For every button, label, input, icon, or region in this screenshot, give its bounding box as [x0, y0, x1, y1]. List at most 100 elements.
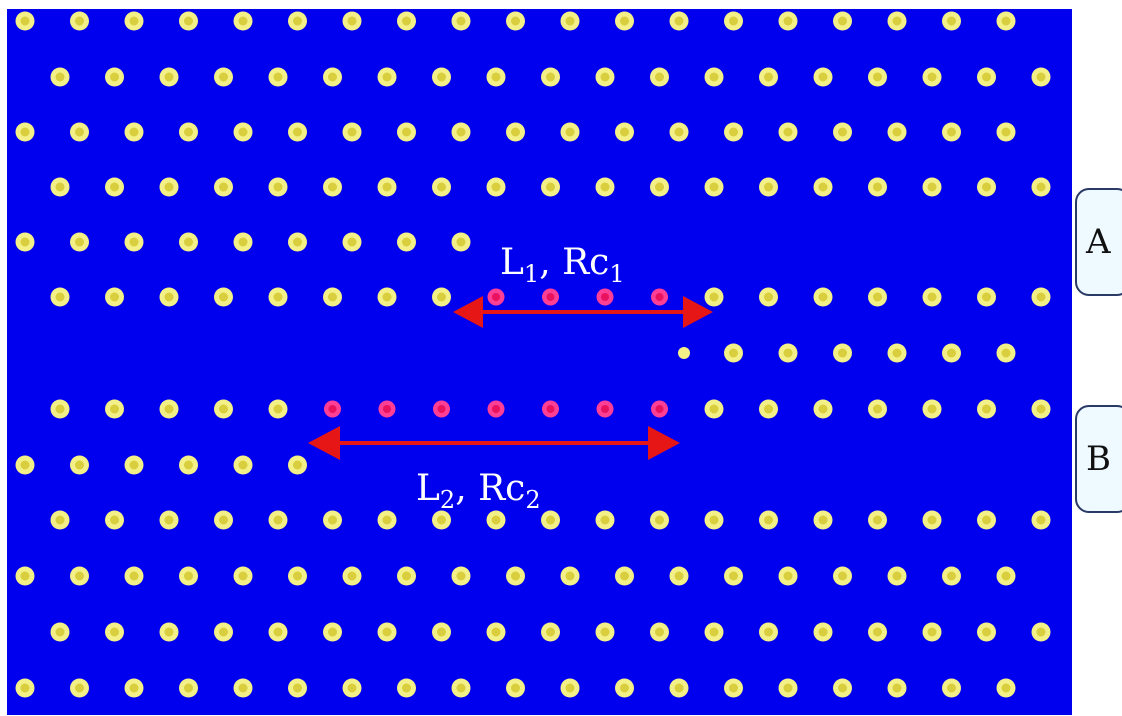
lattice-rod	[377, 287, 397, 307]
lattice-rod	[996, 566, 1016, 586]
lattice-rod	[541, 67, 560, 87]
lattice-rod	[1031, 622, 1051, 642]
lattice-rod	[15, 232, 35, 252]
offset-rod	[678, 347, 690, 359]
lattice-rod	[50, 510, 70, 530]
lattice-rod	[977, 510, 996, 530]
arrow-1-left-head	[453, 296, 483, 328]
lattice-rod	[105, 510, 124, 530]
lattice-rod	[669, 678, 689, 698]
lattice-rod	[704, 399, 724, 419]
lattice-rod	[922, 622, 942, 642]
lattice-rod	[595, 67, 615, 87]
lattice-rod	[650, 622, 669, 642]
lattice-rod	[833, 678, 852, 698]
lattice-rod	[124, 678, 144, 698]
lattice-rod	[214, 399, 233, 419]
arrow-segment-2	[308, 426, 680, 460]
lattice-rod	[615, 11, 634, 31]
lattice-rod	[159, 622, 179, 642]
port-a-box: A	[1075, 188, 1122, 296]
lattice-rod	[887, 566, 907, 586]
lattice-rod	[179, 11, 198, 31]
lattice-rod	[996, 122, 1016, 142]
lattice-rod	[868, 622, 887, 642]
lattice-rod	[833, 11, 852, 31]
lattice-rod	[778, 11, 798, 31]
lattice-rod	[669, 566, 689, 586]
lattice-rod	[377, 67, 397, 87]
lattice-rod	[451, 11, 471, 31]
port-a-label: A	[1086, 222, 1111, 262]
port-b-box: B	[1075, 405, 1122, 513]
lattice-rod	[595, 510, 615, 530]
lattice-rod	[70, 455, 89, 475]
lattice-rod	[922, 287, 942, 307]
lattice-rod	[179, 566, 198, 586]
lattice-rod	[15, 122, 35, 142]
lattice-rod	[868, 177, 887, 197]
lattice-rod	[704, 622, 724, 642]
lattice-rod	[833, 122, 852, 142]
lattice-rod	[560, 11, 580, 31]
lattice-rod	[778, 122, 798, 142]
lattice-rod	[1031, 287, 1051, 307]
lattice-rod	[15, 566, 35, 586]
lattice-rod	[124, 122, 144, 142]
lattice-rod	[650, 510, 669, 530]
lattice-rod	[105, 177, 124, 197]
lattice-rod	[342, 678, 362, 698]
lattice-rod	[159, 287, 179, 307]
lattice-rod	[432, 510, 451, 530]
lattice-rod	[159, 67, 179, 87]
lattice-rod	[159, 510, 179, 530]
lattice-rod	[977, 399, 996, 419]
lattice-rod	[233, 11, 253, 31]
lattice-rod	[541, 510, 560, 530]
lattice-rod	[179, 678, 198, 698]
segment-1-rc-symbol: Rc	[562, 242, 609, 283]
lattice-rod	[377, 510, 397, 530]
lattice-rod	[70, 232, 89, 252]
lattice-rod	[105, 67, 124, 87]
defect-rod	[596, 400, 614, 418]
lattice-rod	[288, 232, 307, 252]
lattice-rod	[50, 399, 70, 419]
lattice-rod	[323, 177, 342, 197]
lattice-rod	[397, 232, 416, 252]
lattice-rod	[268, 177, 288, 197]
lattice-rod	[506, 11, 525, 31]
arrow-segment-1	[453, 296, 713, 328]
lattice-rod	[595, 177, 615, 197]
lattice-rod	[70, 678, 89, 698]
lattice-rod	[70, 11, 89, 31]
lattice-rod	[996, 11, 1016, 31]
lattice-rod	[233, 122, 253, 142]
lattice-rod	[868, 510, 887, 530]
lattice-rod	[233, 232, 253, 252]
lattice-rod	[778, 566, 798, 586]
lattice-rod	[105, 399, 124, 419]
lattice-rod	[288, 122, 307, 142]
lattice-rod	[288, 455, 307, 475]
lattice-rod	[105, 287, 124, 307]
lattice-rod	[887, 122, 907, 142]
lattice-rod	[323, 287, 342, 307]
lattice-rod	[342, 232, 362, 252]
lattice-rod	[778, 343, 798, 363]
lattice-rod	[432, 622, 451, 642]
lattice-rod	[813, 67, 833, 87]
lattice-rod	[996, 343, 1016, 363]
lattice-rod	[669, 122, 689, 142]
lattice-rod	[977, 287, 996, 307]
arrow-1-right-head	[683, 296, 713, 328]
port-b-label: B	[1086, 439, 1111, 479]
lattice-rod	[506, 678, 525, 698]
lattice-rod	[942, 11, 961, 31]
lattice-rod	[179, 122, 198, 142]
defect-rod	[378, 400, 396, 418]
lattice-rod	[541, 622, 560, 642]
lattice-rod	[813, 287, 833, 307]
lattice-rod	[288, 11, 307, 31]
lattice-rod	[887, 11, 907, 31]
